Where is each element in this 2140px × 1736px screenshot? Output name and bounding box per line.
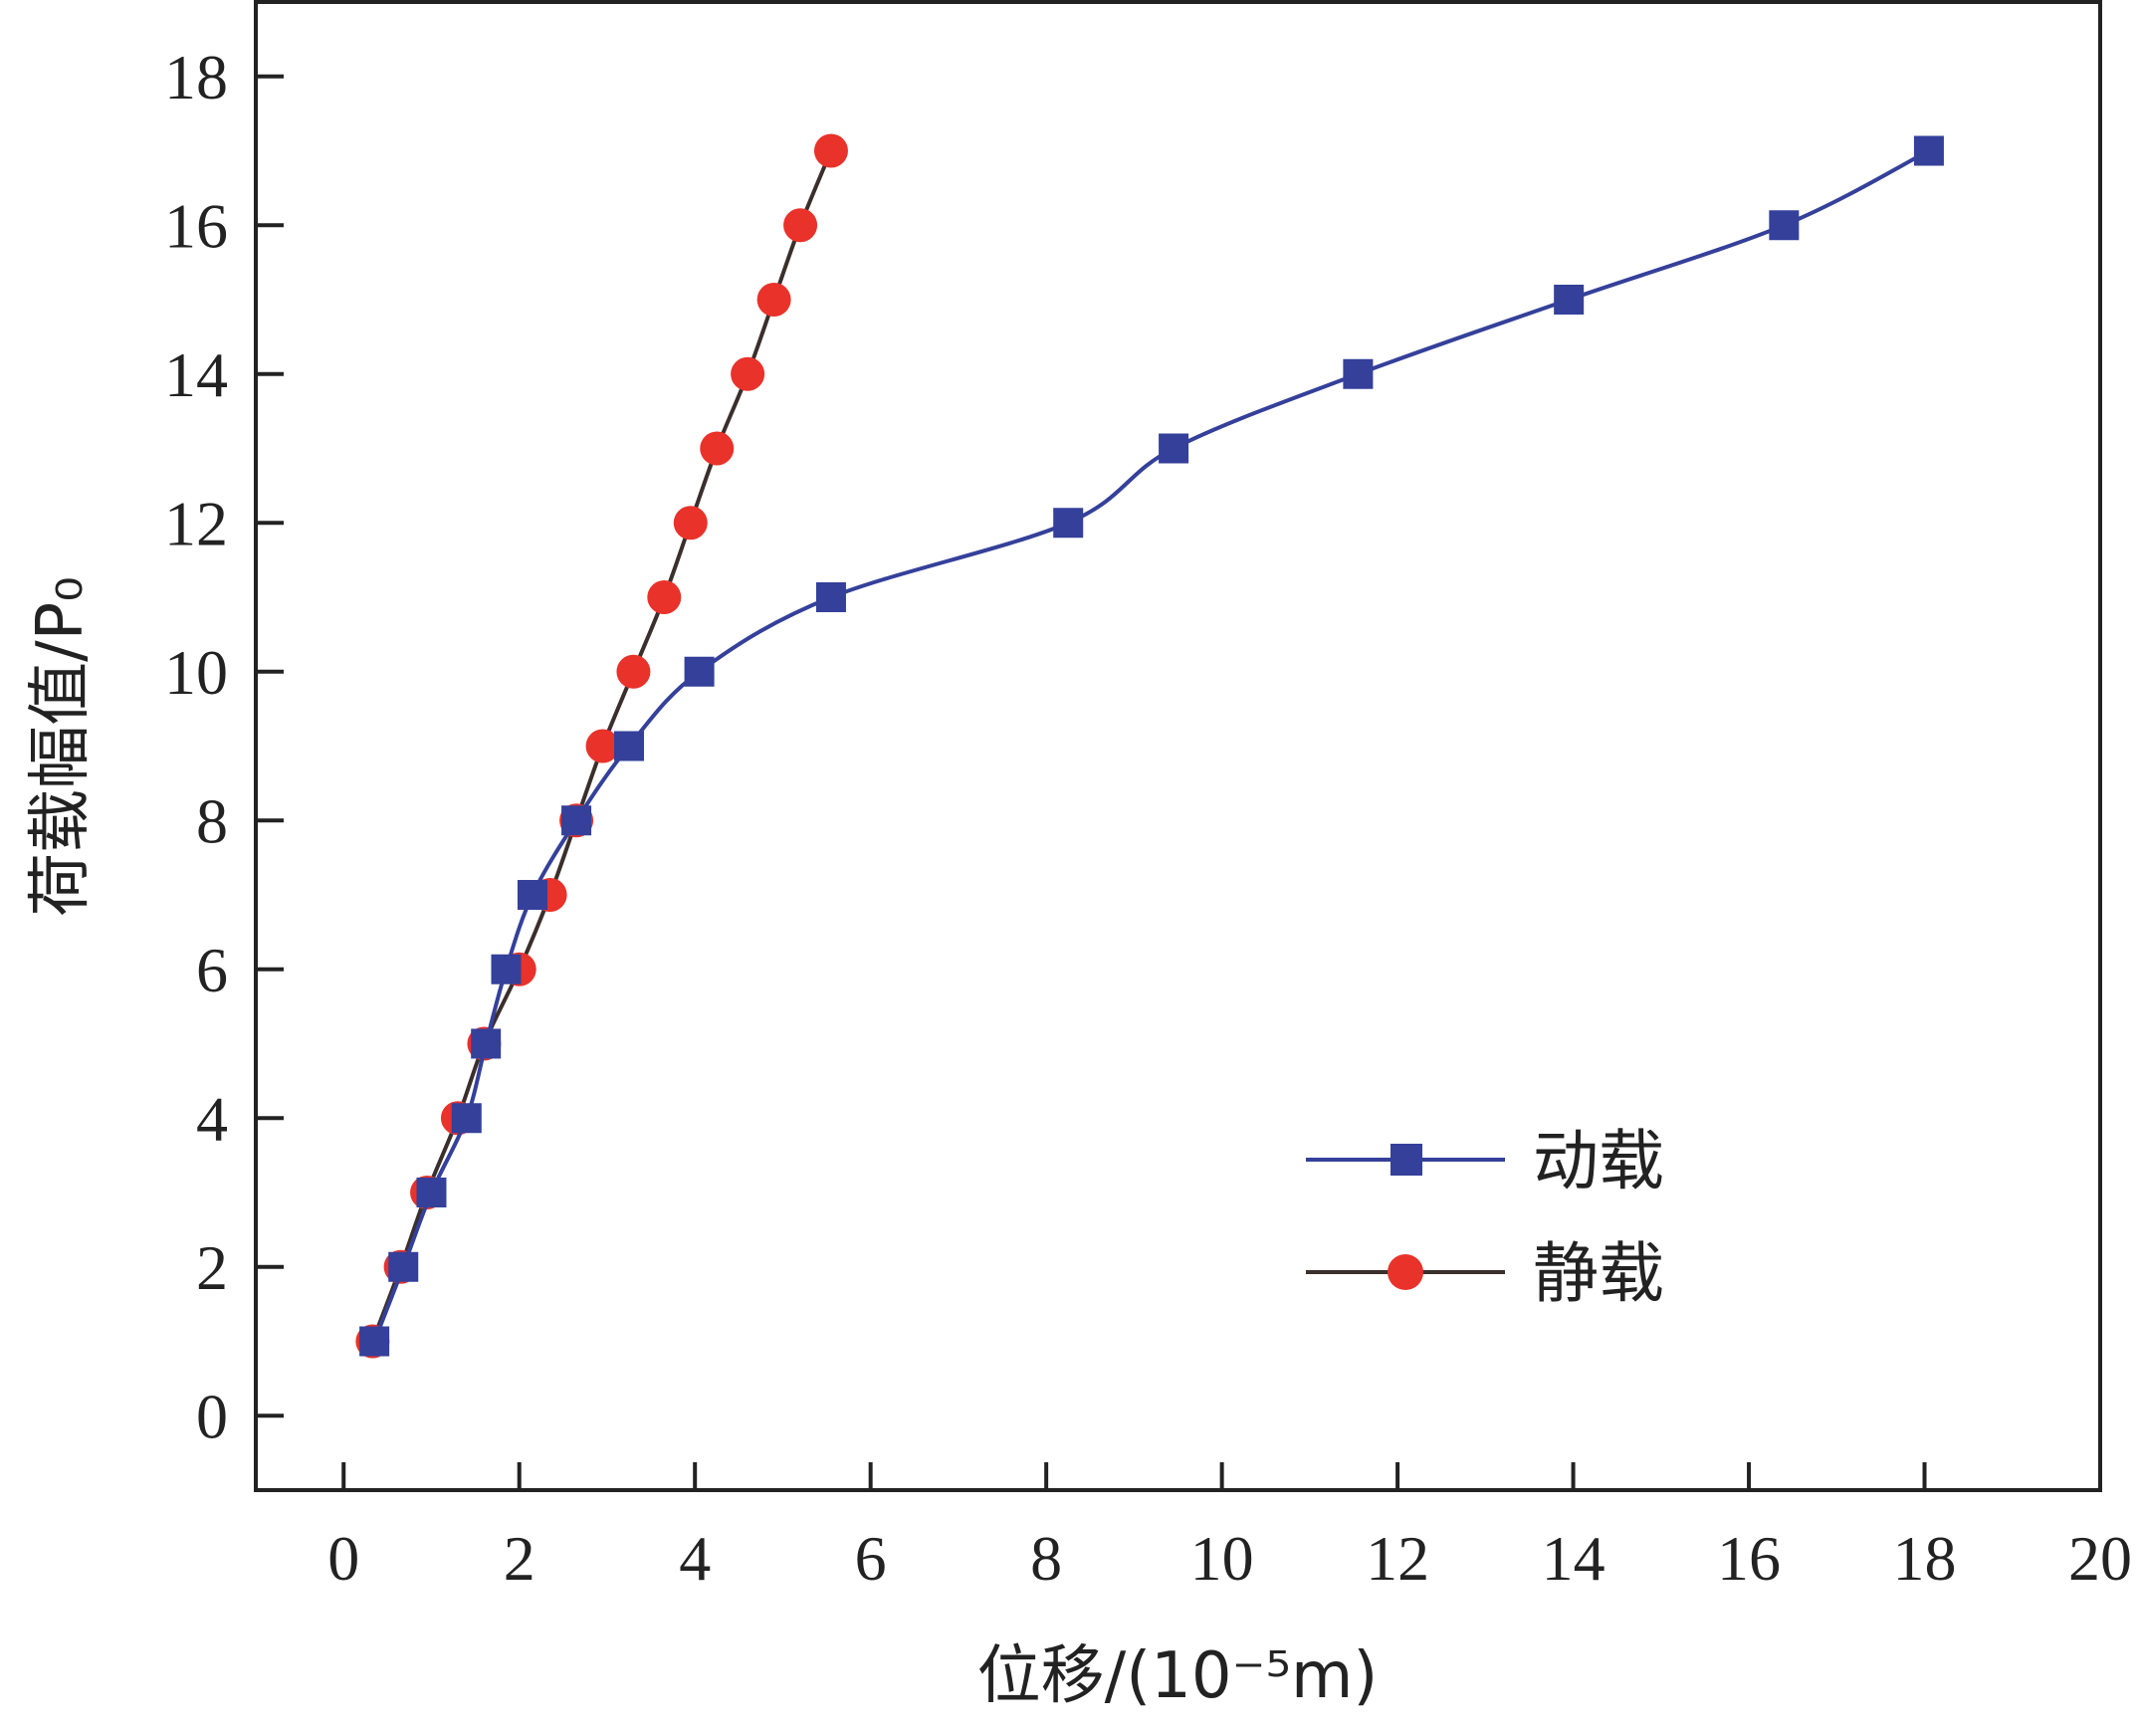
data-point-circle (616, 654, 651, 689)
data-point-square (561, 805, 592, 836)
legend-label: 动载 (1533, 1123, 1664, 1199)
data-point-square (1554, 285, 1585, 315)
data-point-circle (647, 580, 682, 614)
series-static-load (355, 133, 848, 1359)
y-tick-label: 18 (164, 42, 228, 112)
x-axis-title: 位移/(10⁻⁵m) (977, 1639, 1379, 1713)
y-tick-label: 10 (164, 637, 228, 708)
y-tick-label: 16 (164, 190, 228, 261)
y-tick-label: 0 (196, 1381, 228, 1451)
x-tick-label: 14 (1542, 1523, 1605, 1594)
data-point-square (1913, 135, 1944, 166)
y-tick-label: 4 (196, 1083, 228, 1154)
series-layer (355, 133, 1944, 1359)
legend-item: 静载 (1306, 1235, 1664, 1312)
data-point-circle (756, 283, 791, 317)
x-tick-label: 12 (1366, 1523, 1429, 1594)
y-tick-label: 6 (196, 935, 228, 1005)
data-point-circle (783, 208, 818, 243)
y-tick-label: 12 (164, 488, 228, 558)
data-point-square (684, 656, 715, 687)
data-point-square (1769, 210, 1800, 241)
data-point-square (359, 1326, 390, 1357)
data-point-square (416, 1178, 447, 1207)
y-axis-title: 荷载幅值/P₀ (24, 576, 98, 917)
data-point-square (388, 1251, 419, 1282)
x-tick-label: 2 (504, 1523, 535, 1594)
y-tick-label: 2 (196, 1232, 228, 1303)
x-tick-label: 8 (1030, 1523, 1062, 1594)
data-point-square (451, 1103, 482, 1134)
legend-marker-circle (1388, 1254, 1423, 1290)
data-point-circle (731, 356, 765, 391)
data-point-square (491, 954, 522, 984)
x-tick-label: 10 (1190, 1523, 1254, 1594)
x-tick-label: 6 (855, 1523, 887, 1594)
y-tick-label: 14 (164, 339, 228, 410)
legend-label: 静载 (1533, 1235, 1664, 1312)
data-point-square (471, 1028, 502, 1059)
axis-ticks: 0 2 4 6 8 10 12 14 16 18 20 0 2 4 6 8 10 12 14 16 18 (164, 42, 2132, 1594)
series-dynamic-load (359, 135, 1944, 1357)
data-point-square (1053, 508, 1084, 539)
y-tick-label: 8 (196, 785, 228, 856)
x-tick-label: 18 (1893, 1523, 1957, 1594)
data-point-square (517, 880, 547, 910)
data-point-square (1159, 433, 1189, 464)
data-point-square (614, 731, 645, 761)
plot-frame (254, 0, 2102, 1492)
data-point-circle (813, 133, 848, 168)
legend-item: 动载 (1306, 1123, 1664, 1199)
data-point-circle (585, 729, 620, 763)
x-tick-label: 0 (327, 1523, 359, 1594)
x-tick-label: 20 (2068, 1523, 2132, 1594)
data-point-circle (700, 431, 735, 466)
legend-marker-square (1391, 1144, 1422, 1176)
data-point-square (815, 582, 846, 612)
data-point-square (1343, 358, 1374, 389)
x-tick-label: 16 (1717, 1523, 1781, 1594)
x-tick-label: 4 (679, 1523, 711, 1594)
data-point-circle (673, 506, 708, 541)
